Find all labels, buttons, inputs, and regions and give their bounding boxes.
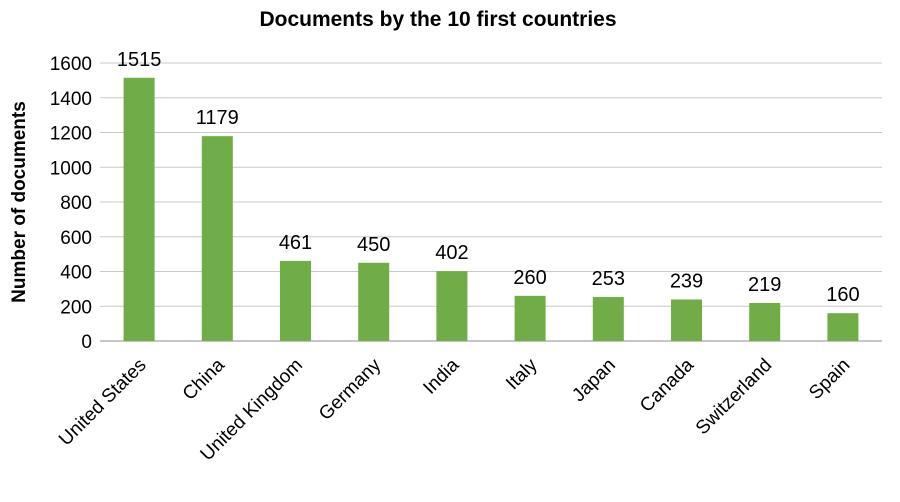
x-tick-label: Switzerland bbox=[692, 355, 776, 439]
y-axis-title: Number of documents bbox=[9, 101, 30, 303]
bar bbox=[592, 297, 624, 341]
y-tick-label: 0 bbox=[81, 332, 92, 353]
bar bbox=[280, 260, 311, 341]
bar bbox=[671, 299, 702, 341]
bar bbox=[358, 262, 390, 341]
bar bbox=[436, 271, 468, 341]
data-label: 239 bbox=[670, 270, 703, 292]
data-label: 160 bbox=[826, 284, 859, 306]
data-labels: 1515 1179 461 450 402 260 253 239 219 160 bbox=[117, 49, 860, 306]
x-tick-label: United States bbox=[55, 355, 151, 451]
x-tick-label: India bbox=[419, 354, 463, 398]
x-tick-label: Italy bbox=[502, 354, 542, 394]
y-tick-label: 800 bbox=[60, 193, 92, 214]
data-label: 1179 bbox=[196, 107, 239, 129]
data-label: 219 bbox=[748, 274, 781, 296]
x-tick-label: China bbox=[179, 354, 229, 404]
y-tick-label: 200 bbox=[60, 297, 92, 318]
data-label: 253 bbox=[592, 268, 625, 290]
y-tick-label: 400 bbox=[60, 263, 92, 284]
bar bbox=[514, 295, 546, 341]
bar bbox=[123, 77, 155, 342]
chart-title: Documents by the 10 first countries bbox=[259, 8, 616, 31]
bar bbox=[749, 302, 781, 341]
bar bbox=[201, 136, 233, 341]
y-tick-label: 1600 bbox=[50, 54, 92, 75]
bar bbox=[827, 313, 859, 341]
y-axis-ticks: 0 200 400 600 800 1000 1200 1400 1600 bbox=[50, 54, 92, 353]
data-label: 461 bbox=[279, 232, 312, 254]
data-label: 450 bbox=[357, 234, 390, 256]
data-label: 402 bbox=[435, 242, 468, 264]
data-label: 260 bbox=[513, 267, 546, 289]
y-tick-label: 1000 bbox=[50, 158, 92, 179]
y-tick-label: 1200 bbox=[50, 124, 92, 145]
y-tick-label: 1400 bbox=[50, 89, 92, 110]
y-tick-label: 600 bbox=[60, 228, 92, 249]
data-label: 1515 bbox=[117, 49, 162, 71]
x-tick-label: Japan bbox=[568, 355, 619, 406]
x-tick-label: Canada bbox=[636, 354, 698, 416]
x-tick-label: Germany bbox=[315, 354, 385, 424]
bars bbox=[123, 77, 859, 342]
x-tick-label: Spain bbox=[805, 355, 854, 404]
